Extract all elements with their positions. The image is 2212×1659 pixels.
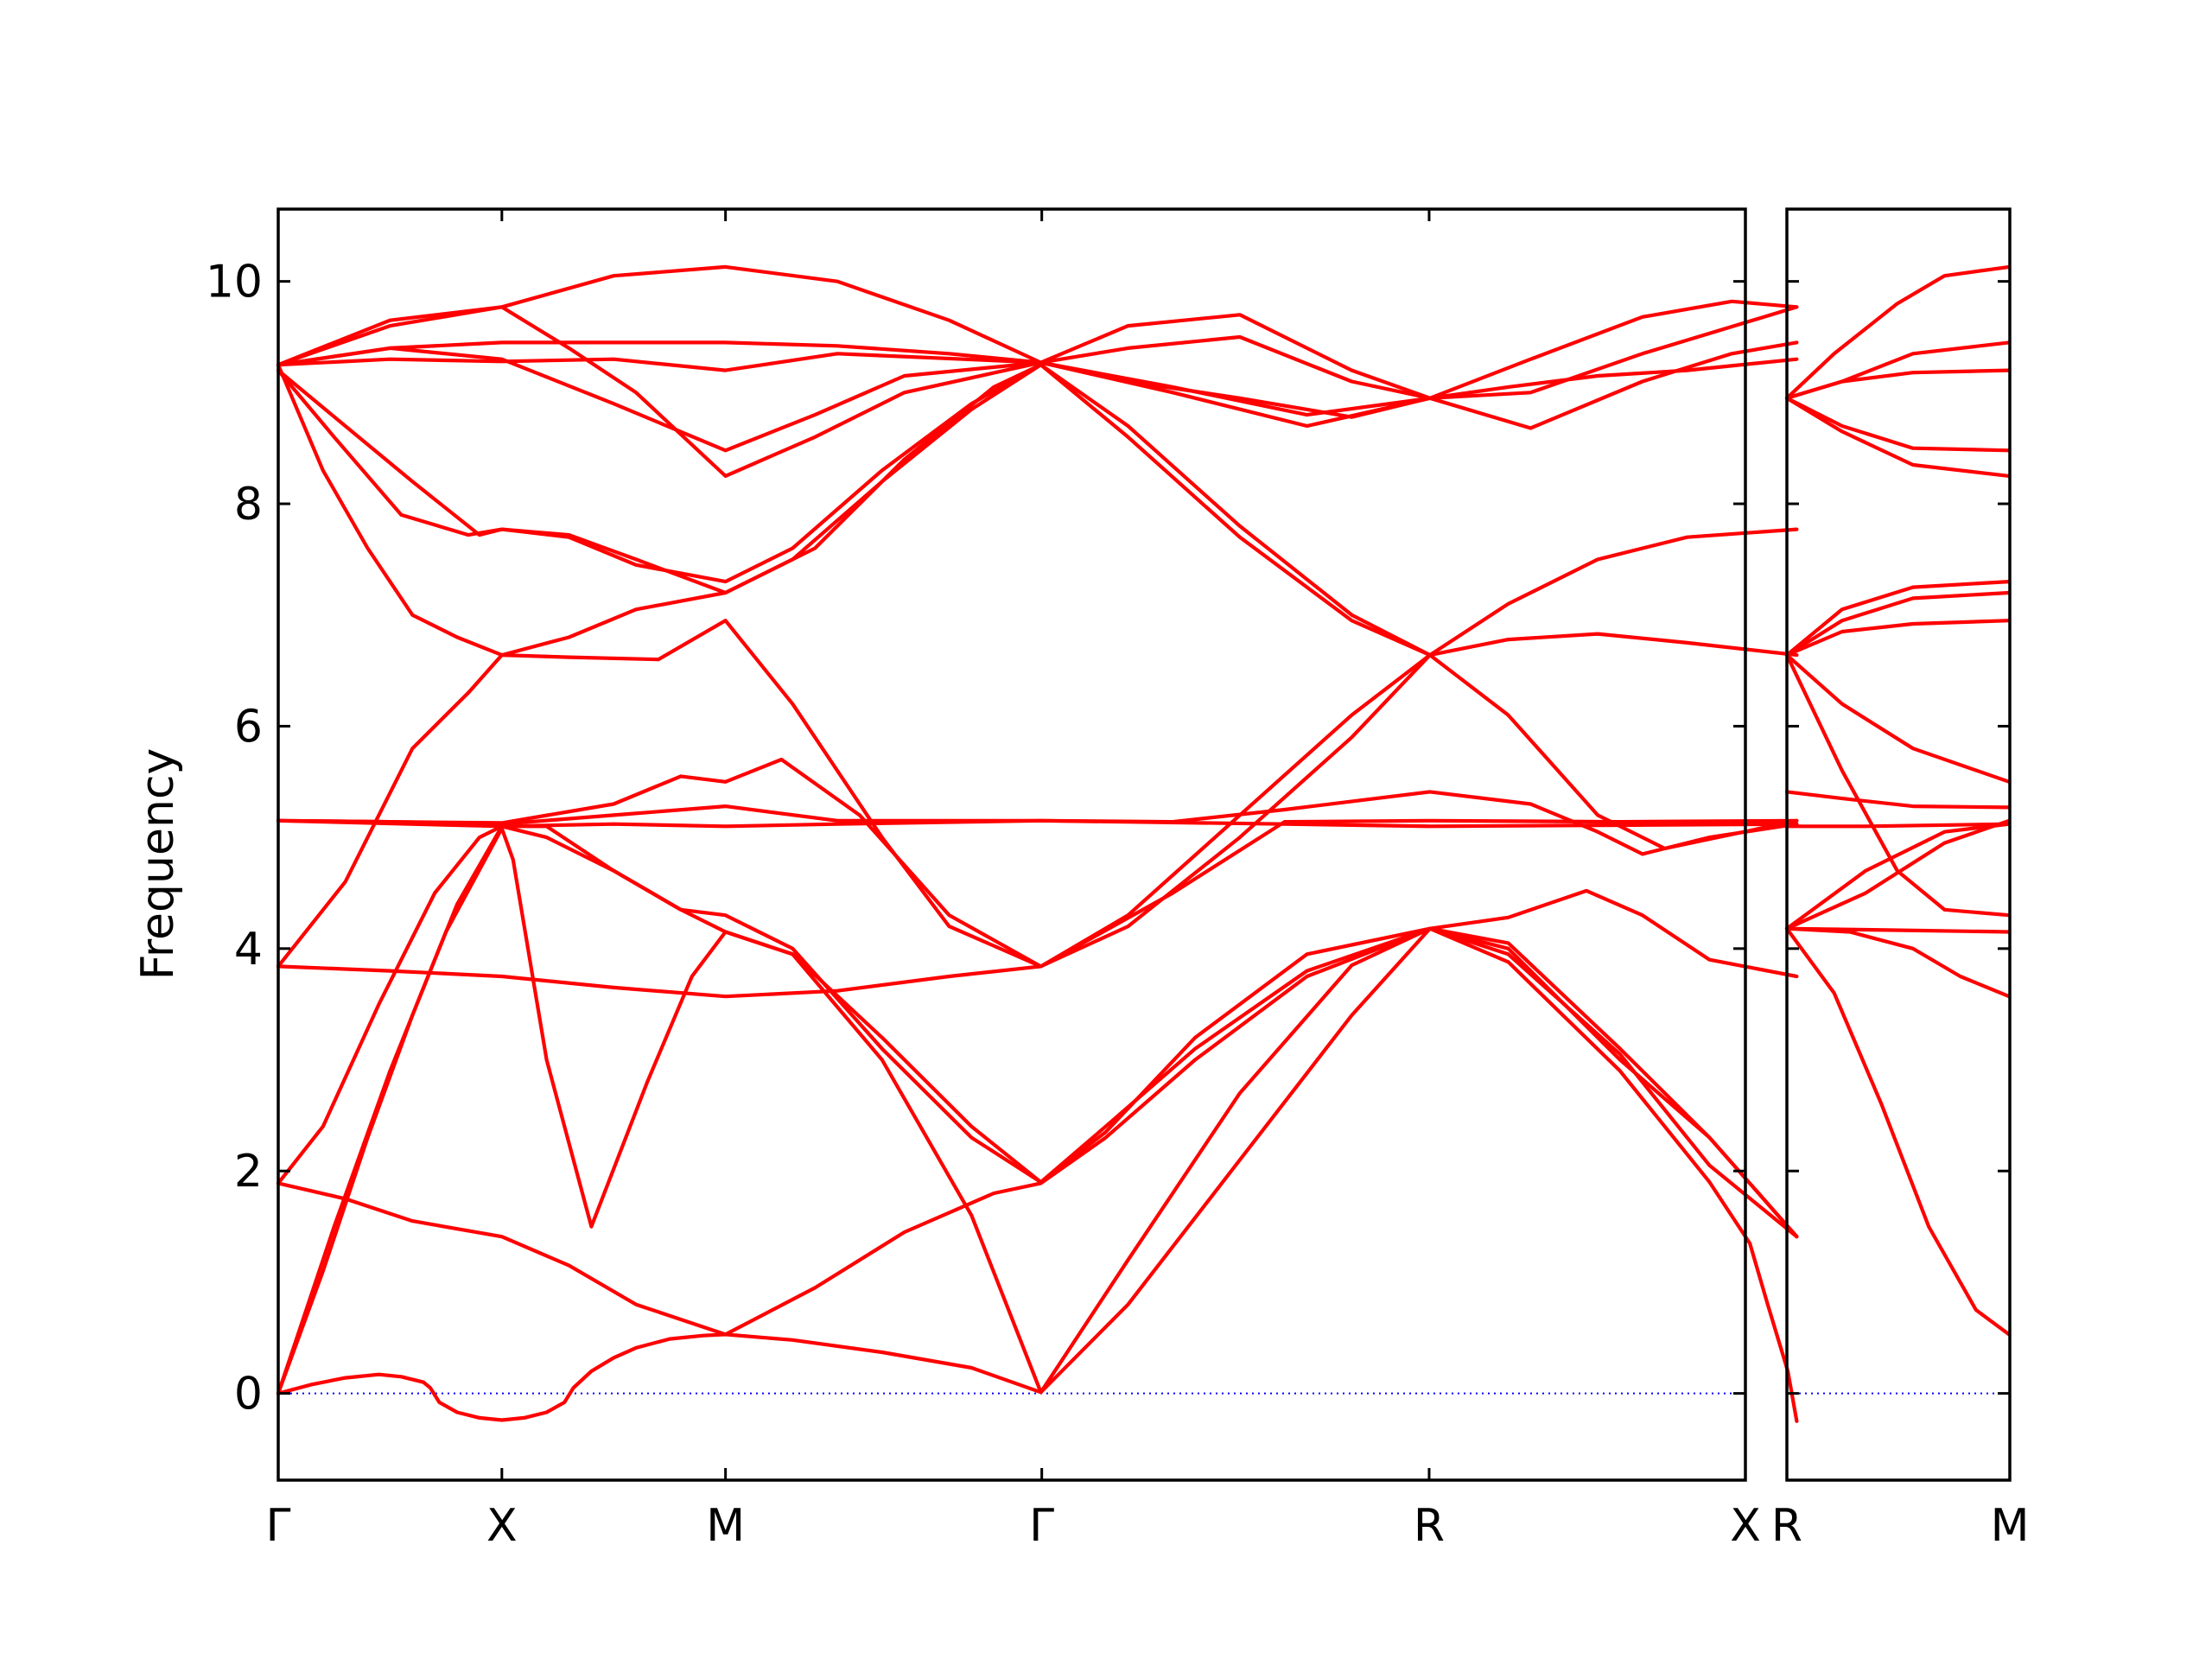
kpoint-label: M — [1991, 1500, 2030, 1552]
phonon-band-15 — [276, 334, 1799, 453]
phonon-band-16 — [1784, 926, 2012, 999]
kpoint-label: R — [1771, 1500, 1802, 1552]
phonon-band-3 — [1784, 368, 2012, 400]
phonon-band-10 — [1784, 653, 2012, 918]
kpoint-label: Γ — [266, 1500, 291, 1552]
y-tick-label: 2 — [234, 1146, 263, 1198]
kpoint-label: R — [1414, 1500, 1445, 1552]
y-tick-label: 0 — [234, 1369, 263, 1421]
phonon-band-6 — [276, 527, 1799, 999]
phonon-band-7 — [276, 619, 1799, 969]
phonon-band-2 — [276, 824, 1799, 1395]
phonon-band-13 — [276, 363, 1043, 658]
phonon-band-13 — [1784, 818, 2012, 931]
phonon-band-14 — [276, 305, 1799, 478]
kpoint-label: X — [486, 1500, 518, 1552]
plot-frame — [1785, 207, 2012, 1482]
phonon-band-1 — [276, 926, 1799, 1423]
plot-frame — [276, 207, 1747, 1482]
y-tick-label: 4 — [234, 924, 263, 976]
phonon-band-7 — [1784, 590, 2012, 658]
phonon-band-9 — [276, 818, 1799, 829]
phonon-band-5 — [276, 926, 1799, 1337]
phonon-band-1 — [1784, 264, 2012, 400]
phonon-band-6 — [1784, 580, 2012, 658]
phonon-band-14 — [1784, 822, 2012, 931]
phonon-band-10 — [276, 757, 1799, 969]
phonon-band-12 — [1784, 822, 2012, 829]
phonon-band-17 — [276, 305, 1799, 417]
kpoint-label: Γ — [1029, 1500, 1054, 1552]
phonon-band-11 — [1784, 790, 2012, 810]
y-axis-label: Frequency — [132, 748, 184, 981]
phonon-band-9 — [1784, 653, 2012, 784]
y-tick-label: 6 — [234, 701, 263, 753]
y-tick-label: 8 — [234, 479, 263, 531]
phonon-band-11 — [276, 363, 1799, 851]
phonon-band-4 — [276, 824, 1799, 1239]
phonon-band-18 — [276, 264, 1432, 419]
y-tick-label: 10 — [206, 257, 263, 308]
phonon-band-4 — [1784, 396, 2012, 453]
phonon-band-8 — [1784, 619, 2012, 658]
kpoint-label: X — [1730, 1500, 1761, 1552]
phonon-band-5 — [1784, 396, 2012, 478]
phonon-band-17 — [1784, 926, 2012, 1337]
kpoint-label: M — [706, 1500, 745, 1552]
phonon-band-3 — [276, 826, 1799, 1395]
